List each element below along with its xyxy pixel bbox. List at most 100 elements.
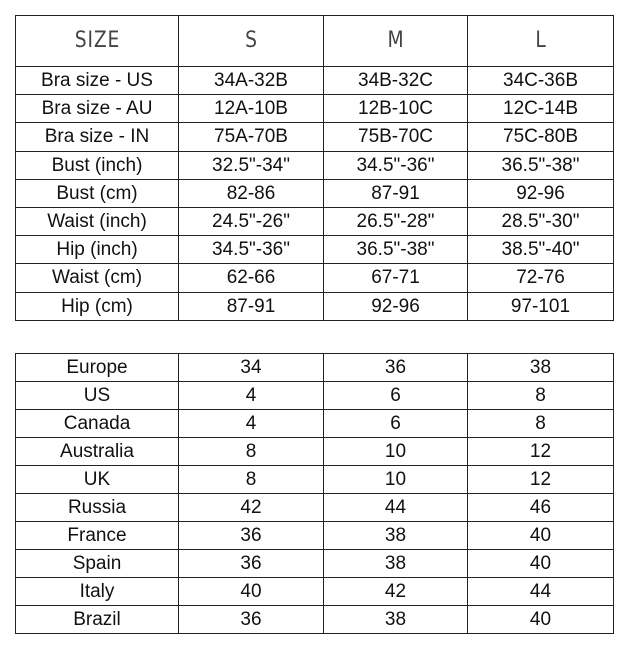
table-cell: 8 [467, 409, 614, 438]
table-cell: 46 [467, 493, 614, 522]
table-cell: 40 [467, 521, 614, 550]
size-column-header: M [333, 15, 458, 67]
row-label: Brazil [15, 605, 179, 634]
table-cell: 97-101 [467, 291, 614, 321]
table-cell: 12 [467, 437, 614, 466]
table-cell: 44 [467, 577, 614, 606]
row-label: UK [15, 465, 179, 494]
row-label: US [15, 381, 179, 410]
table-row: Bra size - US 34A-32B 34B-32C 34C-36B [15, 65, 614, 96]
table-cell: 36 [323, 353, 468, 382]
table-row: Waist (inch) 24.5"-26" 26.5"-28" 28.5"-30" [15, 206, 614, 237]
table-cell: 92-96 [467, 178, 614, 208]
row-label: Bust (inch) [15, 150, 179, 180]
row-label: Australia [15, 437, 179, 466]
table-row: Hip (inch) 34.5"-36" 36.5"-38" 38.5"-40" [15, 235, 614, 265]
table-cell: 38.5"-40" [467, 235, 614, 265]
table-row: Brazil 36 38 40 [15, 605, 614, 634]
table-cell: 40 [467, 605, 614, 634]
table-cell: 8 [178, 465, 324, 494]
international-size-table: Europe 34 36 38 US 4 6 8 Canada 4 6 8 Australia 8 10 12… [15, 353, 614, 634]
table-cell: 42 [178, 493, 324, 522]
table-cell: 6 [323, 381, 468, 410]
table-cell: 34A-32B [178, 65, 324, 96]
header-row: SIZE S M L [16, 15, 614, 67]
row-label: Bra size - US [15, 65, 179, 96]
row-label: France [15, 521, 179, 550]
table-row: Waist (cm) 62-66 67-71 72-76 [15, 263, 614, 293]
table-cell: 67-71 [323, 263, 468, 293]
row-label: Waist (cm) [15, 263, 179, 293]
table-cell: 40 [178, 577, 324, 606]
row-label: Bra size - IN [15, 122, 179, 152]
table-row: Australia 8 10 12 [15, 437, 614, 466]
row-label: Canada [15, 409, 179, 438]
table-cell: 36 [178, 549, 324, 578]
table-cell: 36.5"-38" [323, 235, 468, 265]
table-cell: 72-76 [467, 263, 614, 293]
table-cell: 44 [323, 493, 468, 522]
table-row: Bra size - IN 75A-70B 75B-70C 75C-80B [15, 122, 614, 152]
table-cell: 38 [323, 521, 468, 550]
table-cell: 12B-10C [323, 94, 468, 124]
table-row: Hip (cm) 87-91 92-96 97-101 [15, 291, 614, 321]
table-row: Bra size - AU 12A-10B 12B-10C 12C-14B [15, 94, 614, 124]
table-cell: 75C-80B [467, 122, 614, 152]
row-label: Waist (inch) [15, 206, 179, 237]
row-label: Spain [15, 549, 179, 578]
table-row: France 36 38 40 [15, 521, 614, 550]
table-cell: 12 [467, 465, 614, 494]
table-cell: 34B-32C [323, 65, 468, 96]
table-cell: 36 [178, 521, 324, 550]
row-label: Europe [15, 353, 179, 382]
table-row: Italy 40 42 44 [15, 577, 614, 606]
table-row: US 4 6 8 [15, 381, 614, 410]
row-label: Bust (cm) [15, 178, 179, 208]
table-row: Canada 4 6 8 [15, 409, 614, 438]
table-cell: 32.5"-34" [178, 150, 324, 180]
table-cell: 38 [467, 353, 614, 382]
table-cell: 34C-36B [467, 65, 614, 96]
row-label: Russia [15, 493, 179, 522]
table-cell: 87-91 [323, 178, 468, 208]
row-label: Hip (inch) [15, 235, 179, 265]
table-cell: 8 [467, 381, 614, 410]
table-cell: 6 [323, 409, 468, 438]
table-row: Europe 34 36 38 [15, 353, 614, 382]
row-label: Bra size - AU [15, 94, 179, 124]
table-cell: 38 [323, 549, 468, 578]
table-row: Spain 36 38 40 [15, 549, 614, 578]
table-cell: 75B-70C [323, 122, 468, 152]
table-cell: 12A-10B [178, 94, 324, 124]
table-cell: 34.5"-36" [323, 150, 468, 180]
size-header: SIZE [27, 15, 167, 67]
size-column-header: L [478, 15, 603, 67]
size-column-header: S [188, 15, 314, 67]
table-cell: 12C-14B [467, 94, 614, 124]
table-cell: 36 [178, 605, 324, 634]
table-cell: 38 [323, 605, 468, 634]
table-cell: 42 [323, 577, 468, 606]
table-cell: 10 [323, 465, 468, 494]
table-cell: 8 [178, 437, 324, 466]
table-cell: 36.5"-38" [467, 150, 614, 180]
row-label: Hip (cm) [15, 291, 179, 321]
table-cell: 28.5"-30" [467, 206, 614, 237]
table-cell: 24.5"-26" [178, 206, 324, 237]
table-cell: 4 [178, 381, 324, 410]
table-row: Bust (inch) 32.5"-34" 34.5"-36" 36.5"-38" [15, 150, 614, 180]
table-cell: 10 [323, 437, 468, 466]
table-cell: 34.5"-36" [178, 235, 324, 265]
row-label: Italy [15, 577, 179, 606]
table-cell: 62-66 [178, 263, 324, 293]
table-row: Russia 42 44 46 [15, 493, 614, 522]
table-cell: 4 [178, 409, 324, 438]
table-row: UK 8 10 12 [15, 465, 614, 494]
table-cell: 75A-70B [178, 122, 324, 152]
table-cell: 34 [178, 353, 324, 382]
table-cell: 40 [467, 549, 614, 578]
table-cell: 82-86 [178, 178, 324, 208]
table-row: Bust (cm) 82-86 87-91 92-96 [15, 178, 614, 208]
table-cell: 26.5"-28" [323, 206, 468, 237]
measurement-size-table: SIZE S M L Bra size - US 34A-32B 34B-32C 34C-3… [15, 15, 614, 321]
